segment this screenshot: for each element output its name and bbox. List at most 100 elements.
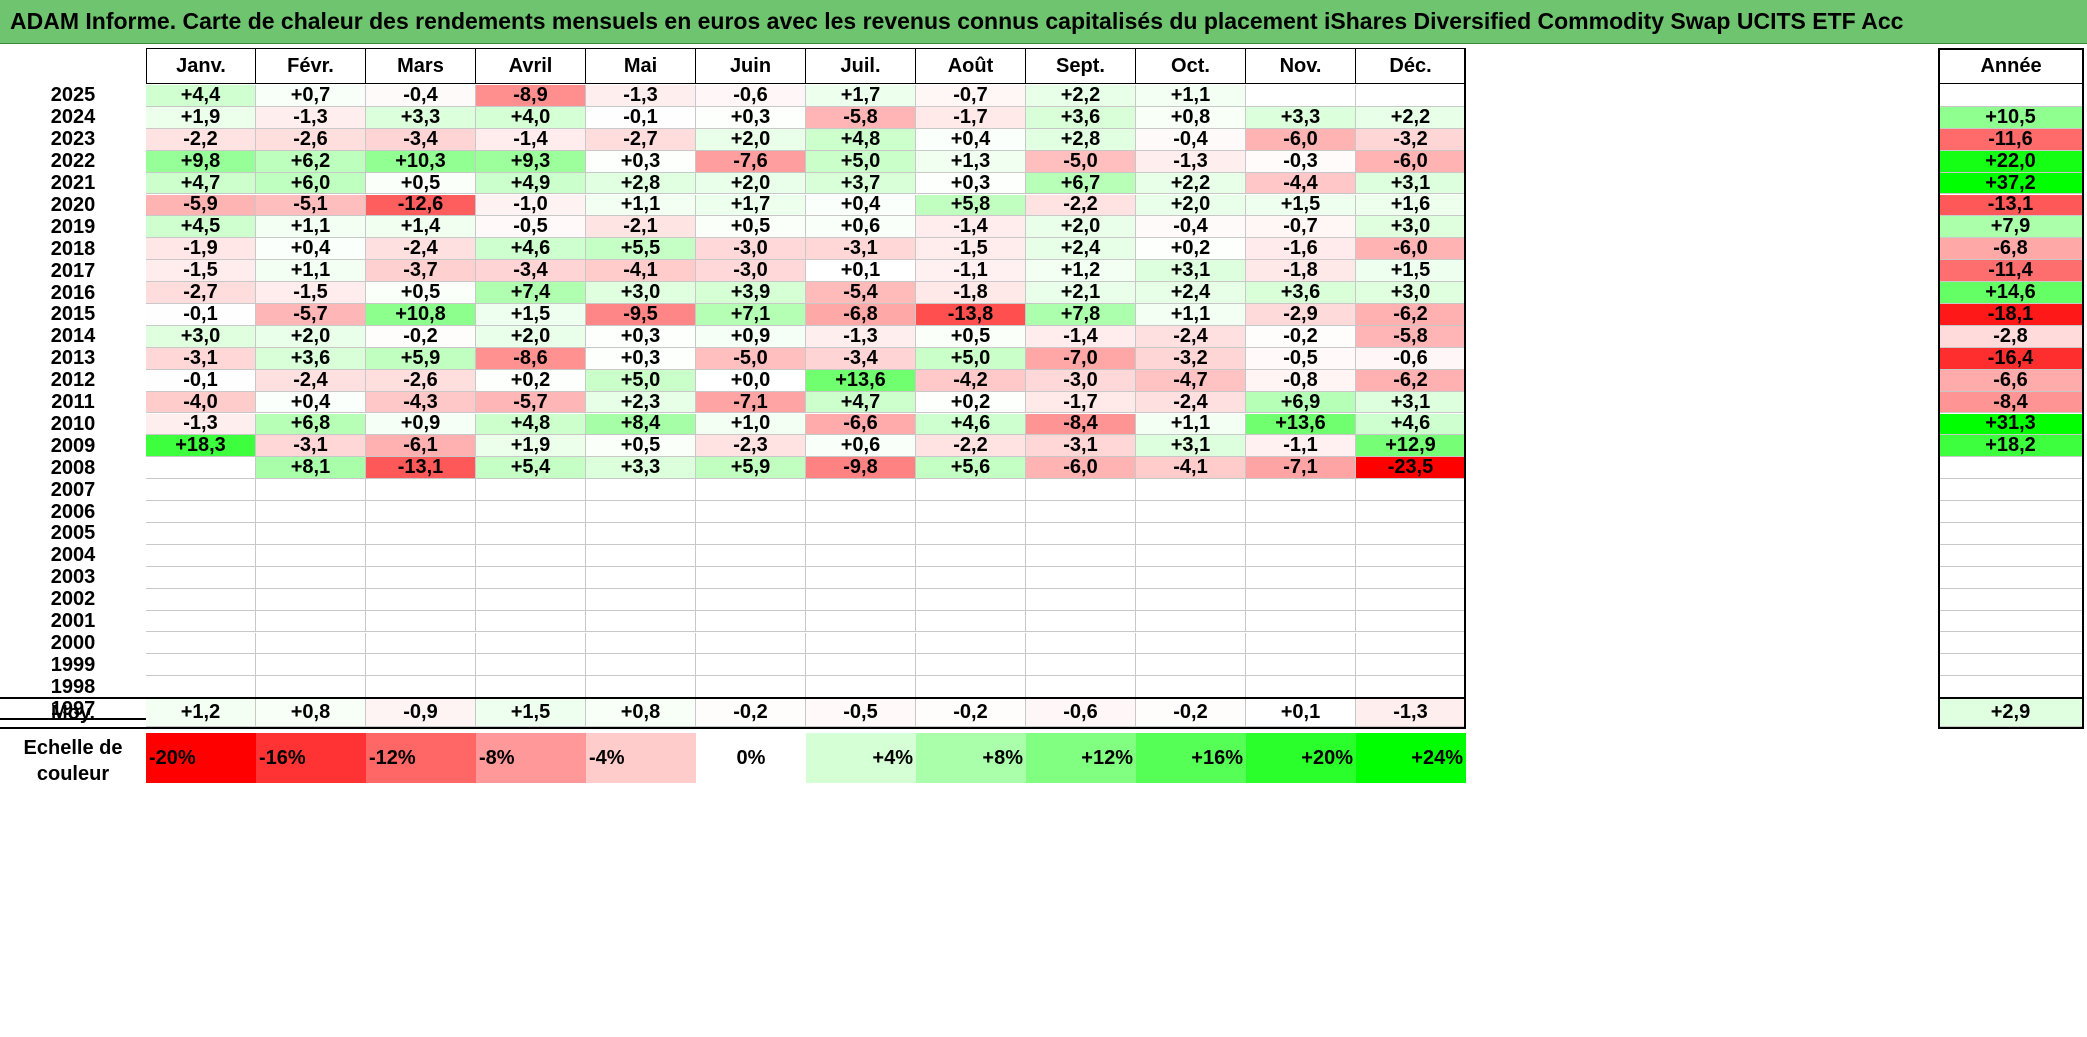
heatmap-cell: -1,5 (256, 281, 366, 304)
heatmap-cell (586, 610, 696, 633)
heatmap-cell: -2,3 (696, 434, 806, 458)
heatmap-cell: +0,5 (586, 434, 696, 458)
heatmap-cell: +5,4 (476, 456, 586, 480)
heatmap-cell: +0,0 (696, 369, 806, 392)
heatmap-cell: +6,2 (256, 150, 366, 173)
heatmap-cell (1136, 676, 1246, 699)
year-label: 2004 (50, 544, 96, 567)
heatmap-cell (366, 632, 476, 655)
heatmap-cell (476, 523, 586, 545)
legend-swatch: +4% (806, 733, 916, 783)
heatmap-cell: -7,0 (1026, 347, 1136, 370)
heatmap-cell (1136, 588, 1246, 611)
heatmap-cell: +3,6 (256, 347, 366, 370)
annual-cell: +10,5 (1938, 106, 2084, 129)
heatmap-cell: +1,5 (1246, 193, 1356, 217)
heatmap-cell: +1,1 (1136, 412, 1246, 436)
heatmap-cell: -6,8 (806, 303, 916, 326)
heatmap-cell (366, 654, 476, 677)
heatmap-cell: -3,4 (476, 259, 586, 283)
month-header: Déc. (1356, 48, 1466, 84)
year-label: 2024 (50, 106, 96, 129)
heatmap-cell (1026, 676, 1136, 699)
heatmap-cell: +3,9 (696, 281, 806, 304)
heatmap-cell (1246, 501, 1356, 523)
heatmap-cell: -1,1 (1246, 434, 1356, 458)
heatmap-cell: -4,1 (586, 259, 696, 283)
heatmap-cell: +13,6 (806, 369, 916, 392)
heatmap-cell (146, 457, 256, 480)
heatmap-cell: +0,2 (916, 391, 1026, 414)
legend-swatch: +8% (916, 733, 1026, 783)
heatmap-cell (1136, 610, 1246, 633)
year-label: 2019 (50, 215, 96, 238)
heatmap-cell (1356, 479, 1466, 502)
heatmap-cell (916, 632, 1026, 655)
heatmap-cell: -5,8 (806, 106, 916, 129)
heatmap-cell (916, 654, 1026, 677)
heatmap-cell: -6,1 (366, 434, 476, 458)
heatmap-cell (1356, 544, 1466, 567)
heatmap-cell: +13,6 (1246, 412, 1356, 436)
heatmap-cell (1026, 566, 1136, 589)
year-label: 2021 (50, 172, 96, 195)
heatmap-cell: +0,3 (696, 106, 806, 129)
annual-cell: -18,1 (1938, 303, 2084, 326)
heatmap-cell (696, 479, 806, 502)
heatmap-cell (146, 588, 256, 611)
heatmap-cell (1356, 632, 1466, 655)
heatmap-cell: -5,0 (696, 347, 806, 370)
year-label: 2003 (50, 566, 96, 589)
heatmap-cell (1136, 501, 1246, 523)
average-cell: +1,2 (146, 699, 256, 727)
heatmap-cell: +0,1 (806, 259, 916, 283)
heatmap-cell: -2,6 (256, 128, 366, 151)
heatmap-cell (696, 676, 806, 699)
legend-swatch: -4% (586, 733, 696, 783)
heatmap-cell: +2,0 (696, 172, 806, 195)
heatmap-cell: +1,9 (476, 434, 586, 458)
heatmap-cell: +4,6 (476, 237, 586, 261)
heatmap-cell: -5,0 (1026, 150, 1136, 173)
heatmap-cell: +4,7 (806, 391, 916, 414)
heatmap-cell: +12,9 (1356, 434, 1466, 458)
heatmap-cell: +3,6 (1246, 281, 1356, 304)
heatmap-cell: +10,3 (366, 150, 476, 173)
heatmap-cell: -6,0 (1026, 456, 1136, 480)
heatmap-cell: -4,0 (146, 391, 256, 414)
heatmap-cell: -4,3 (366, 391, 476, 414)
average-cell: -1,3 (1356, 699, 1466, 727)
heatmap-cell: +3,0 (1356, 215, 1466, 239)
average-cell: -0,2 (696, 699, 806, 727)
heatmap-cell: +2,4 (1026, 237, 1136, 261)
heatmap-cell: +0,8 (1136, 106, 1246, 129)
heatmap-cell: +9,8 (146, 150, 256, 173)
heatmap-cell: +5,0 (916, 347, 1026, 370)
heatmap-cell (696, 566, 806, 589)
heatmap-cell: +3,3 (366, 106, 476, 129)
heatmap-cell: -0,5 (476, 215, 586, 239)
heatmap-cell: -5,8 (1356, 325, 1466, 348)
heatmap-cell: +3,7 (806, 172, 916, 195)
heatmap-cell (1356, 676, 1466, 699)
average-cell: -0,2 (1136, 699, 1246, 727)
heatmap-cell: +4,4 (146, 84, 256, 107)
heatmap-cell (696, 654, 806, 677)
heatmap-cell (1246, 85, 1356, 107)
heatmap-cell: +1,7 (806, 84, 916, 107)
heatmap-cell (586, 479, 696, 502)
annual-cell: -16,4 (1938, 347, 2084, 370)
heatmap-cell (1026, 523, 1136, 545)
heatmap-cell (806, 676, 916, 699)
heatmap-cell: +2,0 (256, 325, 366, 348)
heatmap-cell (146, 632, 256, 655)
heatmap-cell (146, 676, 256, 699)
heatmap-cell: -2,4 (1136, 325, 1246, 348)
heatmap-cell (146, 566, 256, 589)
heatmap-cell: -4,1 (1136, 456, 1246, 480)
heatmap-cell: +1,4 (366, 215, 476, 239)
heatmap-cell (1026, 632, 1136, 655)
heatmap-cell: +4,9 (476, 172, 586, 195)
year-label: 2015 (50, 303, 96, 326)
heatmap-cell: +2,2 (1356, 106, 1466, 129)
